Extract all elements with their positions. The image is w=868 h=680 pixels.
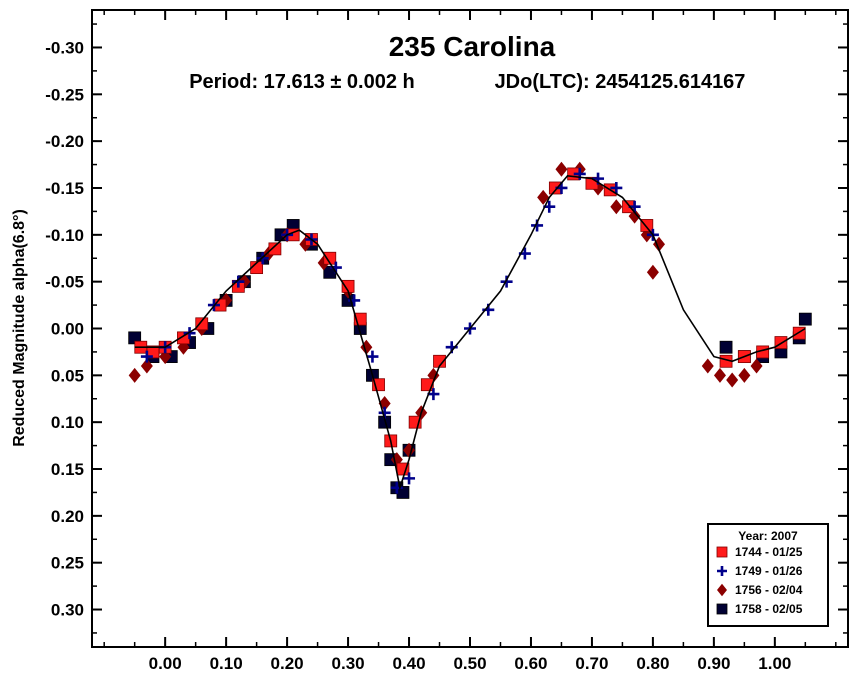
legend-box [707, 523, 829, 627]
legend-entry: 1744 - 01/25 [716, 545, 803, 559]
x-tick-label: 0.70 [575, 654, 608, 673]
y-axis-label: Reduced Magnitude alpha(6.8°) [11, 209, 28, 447]
y-tick-label: 0.05 [51, 366, 84, 385]
data-point [537, 189, 550, 205]
x-tick-label: 0.80 [636, 654, 669, 673]
y-tick-label: 0.20 [51, 507, 84, 526]
data-point [500, 275, 513, 288]
x-tick-label: 0.60 [514, 654, 547, 673]
data-point [390, 481, 403, 494]
legend-label: 1749 - 01/26 [735, 564, 803, 578]
y-tick-label: 0.00 [51, 320, 84, 339]
fit-curve-line [134, 174, 806, 491]
data-point [427, 388, 440, 401]
legend: Year: 2007 1744 - 01/25 1749 - 01/26 1756 … [707, 523, 829, 627]
legend-marker [717, 583, 727, 597]
x-tick-label: 0.30 [332, 654, 365, 673]
data-point [232, 275, 245, 288]
y-tick-label: 0.30 [51, 601, 84, 620]
data-point [713, 367, 726, 383]
data-point [610, 181, 623, 194]
chart-title: 235 Carolina [389, 31, 556, 62]
data-point [719, 340, 733, 354]
chart-subtitle-epoch: JDo(LTC): 2454125.614167 [495, 71, 746, 93]
legend-marker [716, 546, 728, 558]
data-point [195, 317, 209, 331]
data-point [140, 358, 153, 374]
data-point [268, 242, 282, 256]
y-tick-label: -0.30 [45, 38, 84, 57]
legend-marker [716, 603, 728, 615]
legend-title: Year: 2007 [738, 529, 798, 543]
data-point [140, 350, 153, 363]
data-point [128, 367, 141, 383]
data-point [798, 312, 812, 326]
legend-marker [717, 566, 727, 576]
y-tick-label: 0.25 [51, 554, 84, 573]
data-points [128, 161, 812, 499]
legend-entry: 1758 - 02/05 [716, 602, 803, 616]
chart-subtitle-period: Period: 17.613 ± 0.002 h [189, 71, 415, 93]
data-point [366, 350, 379, 363]
y-tick-label: 0.15 [51, 460, 84, 479]
y-tick-label: -0.10 [45, 226, 84, 245]
x-tick-label: 0.90 [697, 654, 730, 673]
data-point [403, 472, 416, 485]
x-axis: 0.00 0.10 0.20 0.30 0.40 0.50 0.60 0.70 0.80 0.90… [103, 10, 837, 673]
x-tick-label: 0.40 [392, 654, 425, 673]
y-axis: -0.30 -0.25 -0.20 -0.15 -0.10 -0.05 0.00 0.05 0.… [45, 23, 848, 634]
y-tick-label: 0.10 [51, 413, 84, 432]
legend-label: 1756 - 02/04 [735, 583, 803, 597]
legend-label: 1744 - 01/25 [735, 545, 803, 559]
data-point [750, 358, 763, 374]
x-tick-label: 0.00 [149, 654, 182, 673]
legend-label: 1758 - 02/05 [735, 602, 803, 616]
data-point [646, 264, 659, 280]
x-tick-label: 0.50 [453, 654, 486, 673]
data-point [701, 358, 714, 374]
y-tick-label: -0.05 [45, 273, 84, 292]
fit-curve-layer [134, 174, 806, 491]
data-point [738, 367, 751, 383]
data-point [726, 372, 739, 388]
y-tick-label: -0.20 [45, 132, 84, 151]
data-point [183, 327, 196, 340]
data-point [610, 199, 623, 215]
x-tick-label: 1.00 [758, 654, 791, 673]
y-tick-label: -0.15 [45, 179, 84, 198]
y-tick-label: -0.25 [45, 85, 84, 104]
x-tick-label: 0.10 [210, 654, 243, 673]
legend-entry: 1749 - 01/26 [717, 564, 803, 578]
data-point [555, 161, 568, 177]
legend-entry: 1756 - 02/04 [717, 583, 803, 597]
x-tick-label: 0.20 [271, 654, 304, 673]
